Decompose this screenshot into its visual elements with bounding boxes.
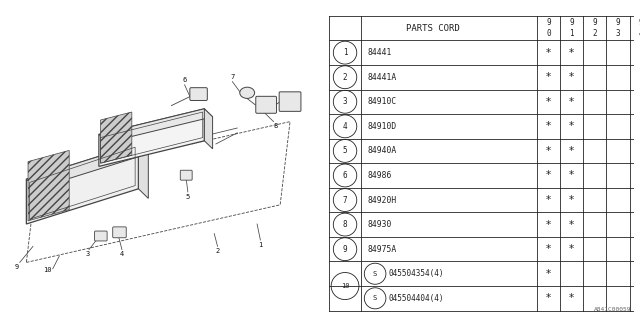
- Text: *: *: [569, 121, 574, 131]
- Text: 84986: 84986: [367, 171, 392, 180]
- Text: 9: 9: [343, 245, 348, 254]
- Text: *: *: [546, 48, 551, 58]
- Text: 7: 7: [343, 196, 348, 204]
- FancyBboxPatch shape: [279, 92, 301, 111]
- Text: 9
0: 9 0: [547, 18, 551, 38]
- Text: *: *: [569, 97, 574, 107]
- Text: 9: 9: [14, 264, 19, 270]
- Text: 9
1: 9 1: [570, 18, 574, 38]
- Text: 1: 1: [343, 48, 348, 57]
- Text: 2: 2: [216, 248, 220, 254]
- FancyBboxPatch shape: [190, 88, 207, 100]
- Text: *: *: [569, 146, 574, 156]
- Text: 9
4: 9 4: [639, 18, 640, 38]
- Text: 9
3: 9 3: [616, 18, 620, 38]
- Text: 84910C: 84910C: [367, 97, 397, 106]
- Text: 3: 3: [85, 252, 90, 257]
- Text: 10: 10: [340, 283, 349, 289]
- Text: *: *: [546, 72, 551, 82]
- Text: *: *: [546, 244, 551, 254]
- Text: 84910D: 84910D: [367, 122, 397, 131]
- Polygon shape: [28, 150, 69, 221]
- Text: *: *: [546, 97, 551, 107]
- Text: 7: 7: [230, 74, 234, 80]
- Text: 8: 8: [343, 220, 348, 229]
- Text: 84940A: 84940A: [367, 147, 397, 156]
- Polygon shape: [99, 109, 204, 166]
- Text: 045504354(4): 045504354(4): [389, 269, 445, 278]
- Text: *: *: [546, 146, 551, 156]
- Text: *: *: [546, 121, 551, 131]
- FancyBboxPatch shape: [256, 96, 276, 113]
- Text: 8: 8: [273, 124, 277, 129]
- Text: 84441A: 84441A: [367, 73, 397, 82]
- Text: 4: 4: [343, 122, 348, 131]
- Text: 1: 1: [259, 242, 262, 248]
- Text: 5: 5: [186, 194, 190, 200]
- Text: S: S: [373, 295, 377, 301]
- Text: S: S: [373, 271, 377, 277]
- Text: *: *: [569, 72, 574, 82]
- Text: *: *: [546, 269, 551, 279]
- FancyBboxPatch shape: [113, 227, 126, 238]
- Text: 3: 3: [343, 97, 348, 106]
- Text: *: *: [569, 171, 574, 180]
- Polygon shape: [26, 144, 148, 189]
- Text: 5: 5: [343, 147, 348, 156]
- Text: 6: 6: [182, 77, 187, 83]
- Text: 9
2: 9 2: [593, 18, 597, 38]
- Text: *: *: [569, 195, 574, 205]
- Text: 6: 6: [343, 171, 348, 180]
- Text: 2: 2: [343, 73, 348, 82]
- Ellipse shape: [240, 87, 255, 99]
- Text: *: *: [569, 244, 574, 254]
- Text: *: *: [569, 293, 574, 303]
- Text: A841C00059: A841C00059: [594, 307, 631, 312]
- Text: 84975A: 84975A: [367, 245, 397, 254]
- Text: *: *: [546, 195, 551, 205]
- Text: 10: 10: [44, 268, 52, 273]
- Polygon shape: [26, 144, 138, 224]
- FancyBboxPatch shape: [180, 170, 192, 180]
- Text: *: *: [569, 48, 574, 58]
- Text: *: *: [546, 220, 551, 230]
- Text: *: *: [546, 171, 551, 180]
- Text: *: *: [569, 220, 574, 230]
- FancyBboxPatch shape: [95, 231, 107, 241]
- Text: 84930: 84930: [367, 220, 392, 229]
- Text: 84441: 84441: [367, 48, 392, 57]
- Text: PARTS CORD: PARTS CORD: [406, 24, 460, 33]
- Text: *: *: [546, 293, 551, 303]
- Text: 84920H: 84920H: [367, 196, 397, 204]
- Text: 045504404(4): 045504404(4): [389, 294, 445, 303]
- Text: 4: 4: [120, 252, 124, 257]
- Polygon shape: [138, 144, 148, 198]
- Polygon shape: [204, 109, 212, 149]
- Polygon shape: [99, 109, 212, 142]
- Polygon shape: [100, 112, 132, 163]
